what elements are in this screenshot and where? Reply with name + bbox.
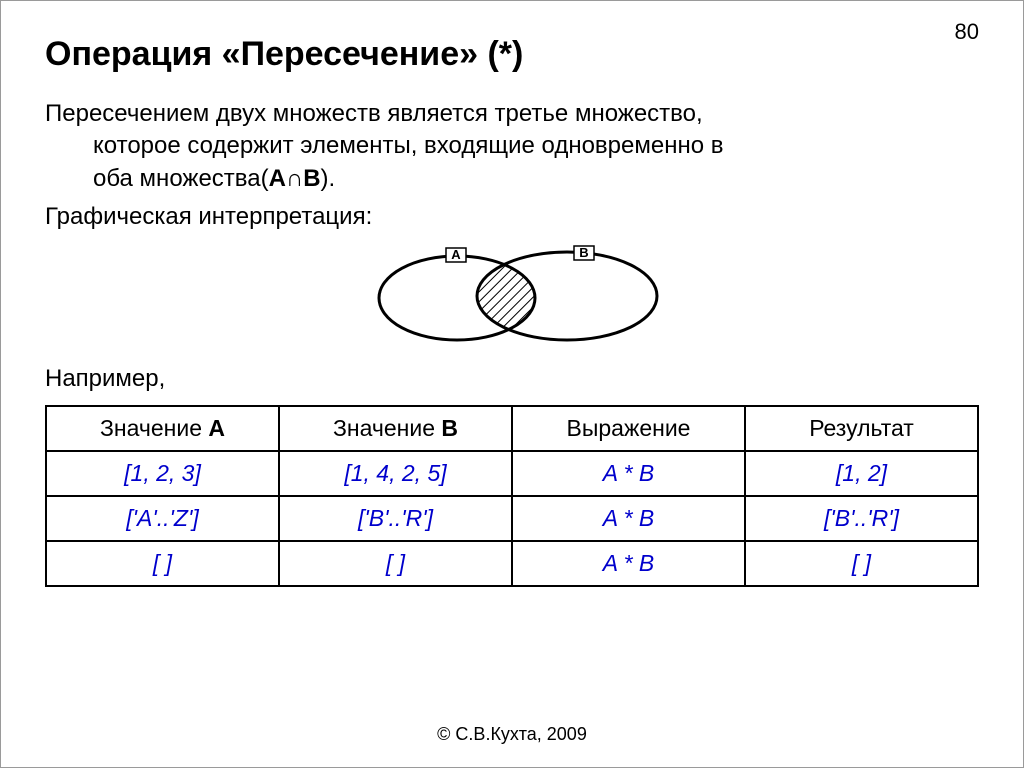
header-prefix: Выражение — [567, 415, 691, 441]
example-label: Например, — [45, 365, 979, 393]
definition-block: Пересечением двух множеств является трет… — [45, 98, 979, 195]
table-row: [1, 2, 3] [1, 4, 2, 5] A * B [1, 2] — [46, 451, 978, 496]
table-row: [ ] [ ] A * B [ ] — [46, 541, 978, 586]
table-cell: A * B — [512, 451, 745, 496]
table-header-row: Значение А Значение В Выражение Результа… — [46, 406, 978, 451]
table-cell: A * B — [512, 496, 745, 541]
table-row: ['A'..'Z'] ['B'..'R'] A * B ['B'..'R'] — [46, 496, 978, 541]
table-cell: [1, 2, 3] — [46, 451, 279, 496]
table-header-cell: Значение В — [279, 406, 512, 451]
table-cell: [1, 4, 2, 5] — [279, 451, 512, 496]
table-header-cell: Выражение — [512, 406, 745, 451]
definition-line-3: оба множества(A∩B). — [45, 163, 979, 195]
slide-title: Операция «Пересечение» (*) — [45, 35, 979, 74]
header-prefix: Результат — [809, 415, 914, 441]
header-letter: А — [208, 415, 225, 441]
definition-set-a: A — [269, 165, 286, 192]
footer-copyright: © С.В.Кухта, 2009 — [1, 724, 1023, 745]
graphic-interpretation-label: Графическая интерпретация: — [45, 201, 979, 233]
table-header-cell: Результат — [745, 406, 978, 451]
table-cell: ['B'..'R'] — [279, 496, 512, 541]
table-header-cell: Значение А — [46, 406, 279, 451]
header-prefix: Значение — [100, 415, 208, 441]
table-cell: ['B'..'R'] — [745, 496, 978, 541]
slide: 80 Операция «Пересечение» (*) Пересечени… — [0, 0, 1024, 768]
venn-label-a: A — [451, 247, 461, 262]
example-table: Значение А Значение В Выражение Результа… — [45, 405, 979, 587]
definition-line3-suffix: ). — [321, 165, 336, 192]
table-cell: [ ] — [745, 541, 978, 586]
table-cell: [1, 2] — [745, 451, 978, 496]
table-cell: A * B — [512, 541, 745, 586]
table-cell: [ ] — [279, 541, 512, 586]
header-prefix: Значение — [333, 415, 441, 441]
definition-set-b: B — [303, 165, 320, 192]
page-number: 80 — [955, 19, 979, 45]
definition-line3-prefix: оба множества( — [93, 165, 269, 192]
header-letter: В — [441, 415, 458, 441]
venn-diagram-container: A B — [45, 240, 979, 357]
venn-label-b: B — [579, 245, 588, 260]
venn-diagram: A B — [352, 240, 672, 352]
table-cell: ['A'..'Z'] — [46, 496, 279, 541]
definition-line-1: Пересечением двух множеств является трет… — [45, 98, 979, 130]
definition-line-2: которое содержит элементы, входящие одно… — [45, 130, 979, 162]
intersection-symbol: ∩ — [286, 165, 303, 192]
table-cell: [ ] — [46, 541, 279, 586]
